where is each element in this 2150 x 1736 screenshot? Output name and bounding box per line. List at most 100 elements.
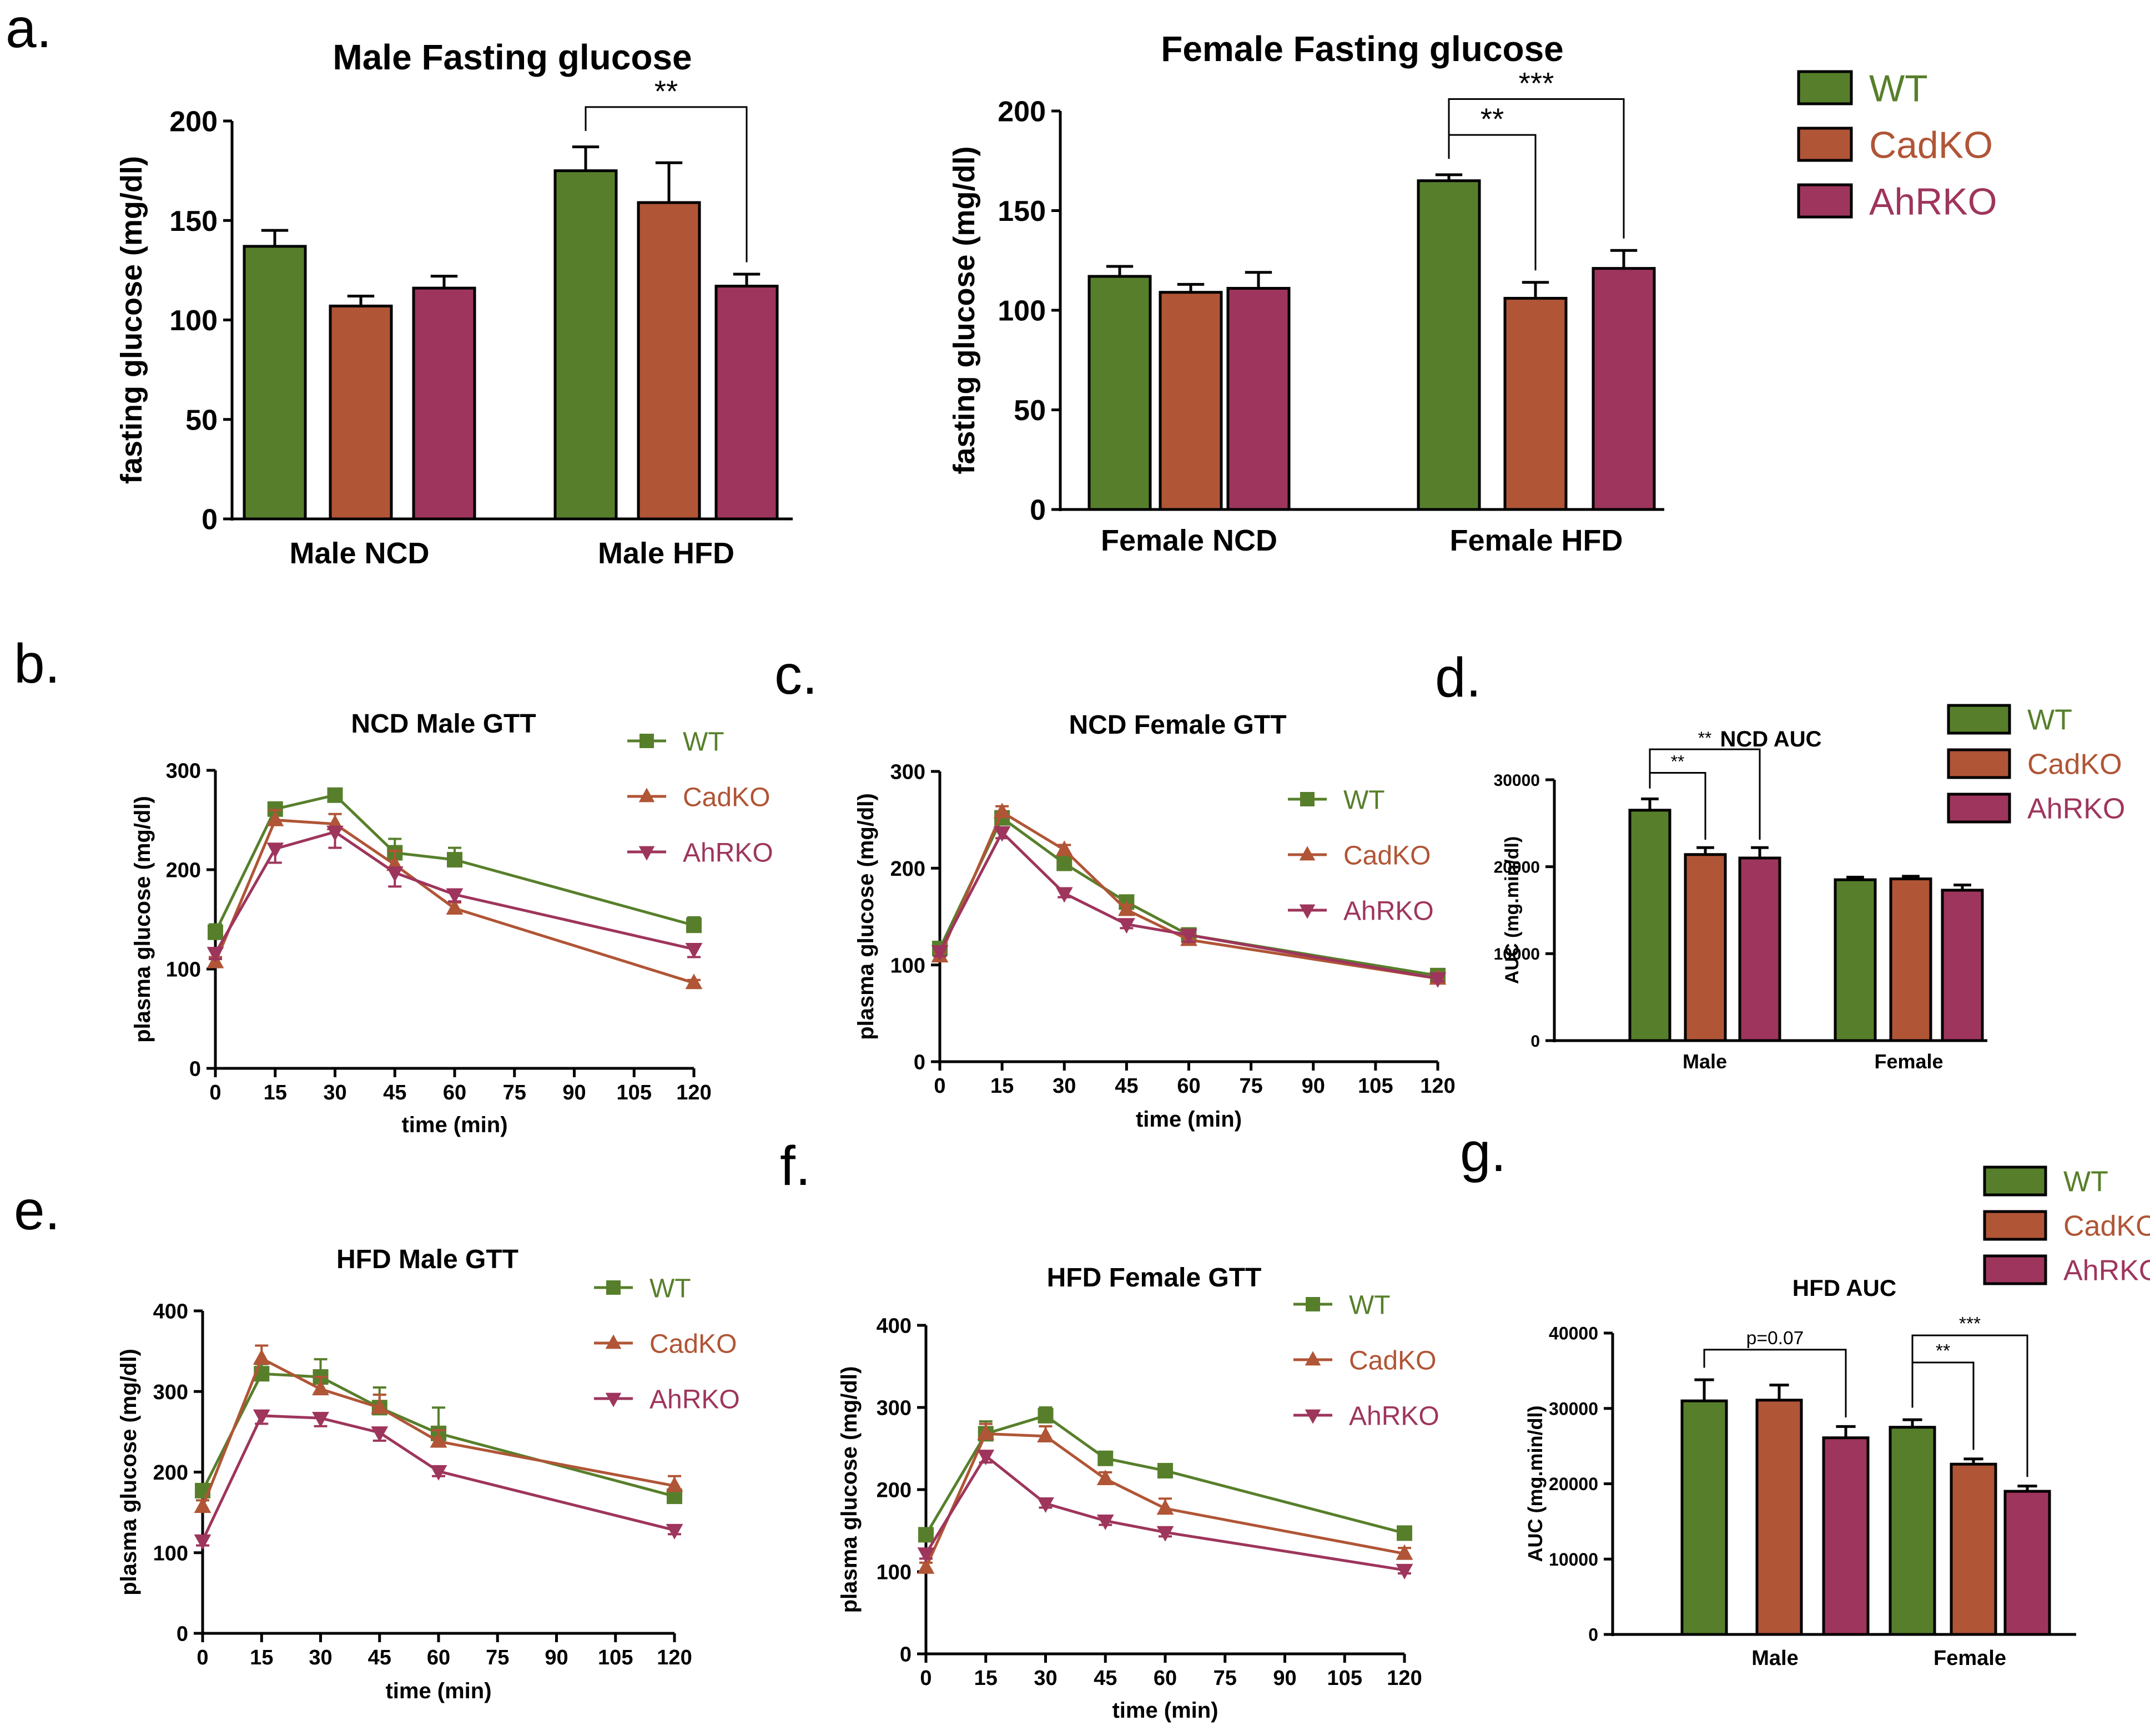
chart-male-fasting-glucose: Male Fasting glucose 0 50 100 150 200 fasting … bbox=[115, 37, 793, 570]
panel-letter-b: b. bbox=[14, 633, 60, 695]
data-point-ahrko bbox=[207, 947, 224, 963]
legend-label-ahrko: AhRKO bbox=[1349, 1401, 1439, 1431]
data-point-cadko bbox=[993, 803, 1011, 819]
group-label: Female HFD bbox=[1449, 524, 1623, 557]
y-tick-label: 10000 bbox=[1549, 1550, 1598, 1570]
data-point-ahrko bbox=[1156, 1526, 1174, 1542]
legend-swatch-wt bbox=[1797, 70, 1853, 105]
x-tick-label: 120 bbox=[1420, 1074, 1455, 1098]
significance-label: *** bbox=[1519, 66, 1554, 100]
y-tick-label: 150 bbox=[998, 195, 1046, 228]
data-point-wt bbox=[918, 1527, 934, 1543]
panel-letter-e: e. bbox=[14, 1179, 60, 1242]
y-axis-label: plasma glucose (mg/dl) bbox=[854, 793, 878, 1040]
group-label: Female bbox=[1934, 1647, 2006, 1670]
data-point-wt bbox=[327, 787, 343, 803]
significance-label: ** bbox=[1481, 102, 1504, 136]
y-tick-label: 100 bbox=[169, 305, 218, 337]
bar-cadko bbox=[1889, 877, 1932, 1042]
x-tick-label: 0 bbox=[920, 1667, 932, 1690]
data-point-cadko bbox=[1037, 1427, 1054, 1442]
data-point-cadko bbox=[371, 1398, 389, 1414]
y-tick-label: 400 bbox=[877, 1315, 912, 1338]
y-tick-label: 50 bbox=[185, 404, 218, 436]
x-tick-label: 45 bbox=[1115, 1074, 1138, 1098]
data-point-ahrko bbox=[977, 1450, 995, 1466]
data-point-cadko bbox=[253, 1349, 270, 1365]
bar-cadko bbox=[637, 201, 701, 521]
x-tick-label: 30 bbox=[309, 1646, 332, 1669]
legend-label-wt: WT bbox=[683, 727, 724, 756]
data-point-ahrko bbox=[931, 945, 949, 961]
x-tick-label: 90 bbox=[1302, 1074, 1325, 1098]
ahrko-triangle-icon bbox=[638, 846, 655, 861]
y-tick-label: 20000 bbox=[1549, 1474, 1598, 1494]
bar-wt bbox=[1889, 1426, 1936, 1636]
data-point-wt bbox=[447, 852, 462, 868]
legend-label-ahrko: AhRKO bbox=[2027, 793, 2125, 825]
data-point-wt bbox=[686, 917, 702, 933]
data-point-ahrko bbox=[266, 842, 284, 859]
legend-label-wt: WT bbox=[1343, 785, 1385, 815]
data-point-ahrko bbox=[371, 1426, 389, 1442]
bar-wt bbox=[553, 169, 618, 521]
chart-title: Male Fasting glucose bbox=[333, 37, 692, 77]
data-point-ahrko bbox=[993, 826, 1011, 842]
x-tick-label: 105 bbox=[617, 1081, 652, 1104]
y-axis-label: fasting glucose (mg/dl) bbox=[948, 146, 981, 474]
x-tick-label: 45 bbox=[383, 1081, 406, 1104]
data-point-cadko bbox=[1156, 1499, 1174, 1515]
data-point-ahrko bbox=[1396, 1563, 1413, 1579]
chart-title: HFD AUC bbox=[1792, 1275, 1896, 1301]
series-line-ahrko bbox=[201, 1414, 675, 1542]
bar-ahrko bbox=[1592, 267, 1656, 511]
x-tick-label: 105 bbox=[1327, 1667, 1362, 1690]
x-tick-label: 90 bbox=[545, 1646, 568, 1669]
y-tick-label: 300 bbox=[166, 760, 201, 783]
x-tick-label: 105 bbox=[598, 1646, 633, 1669]
x-tick-label: 30 bbox=[323, 1081, 346, 1104]
legend-label-ahrko: AhRKO bbox=[2063, 1255, 2150, 1287]
data-point-ahrko bbox=[1429, 972, 1447, 988]
bar-wt bbox=[1834, 878, 1877, 1042]
y-tick-label: 100 bbox=[998, 295, 1046, 327]
y-tick-label: 150 bbox=[169, 205, 218, 238]
y-tick-label: 200 bbox=[890, 857, 925, 881]
x-tick-label: 90 bbox=[562, 1081, 586, 1104]
legend-swatch-wt bbox=[1947, 704, 2011, 735]
significance-bracket bbox=[585, 106, 748, 263]
y-tick-label: 0 bbox=[1588, 1625, 1598, 1645]
bar-ahrko bbox=[1738, 856, 1781, 1042]
chart-title: NCD Male GTT bbox=[351, 709, 536, 739]
panel-letter-g: g. bbox=[1460, 1121, 1506, 1183]
series-line-cadko bbox=[924, 1432, 1405, 1568]
x-tick-label: 15 bbox=[264, 1081, 287, 1104]
y-tick-label: 30000 bbox=[1494, 771, 1540, 790]
chart-female-fasting-glucose: Female Fasting glucose 0 50 100 150 200 fastin… bbox=[948, 29, 1997, 557]
legend-label-cadko: CadKO bbox=[683, 783, 770, 812]
group-label: Male bbox=[1751, 1647, 1798, 1670]
y-tick-label: 0 bbox=[202, 504, 218, 536]
legend-label-cadko: CadKO bbox=[2063, 1210, 2150, 1243]
y-tick-label: 30000 bbox=[1549, 1399, 1598, 1419]
x-axis-label: time (min) bbox=[1136, 1107, 1242, 1132]
data-point-cadko bbox=[666, 1476, 683, 1492]
y-tick-label: 50 bbox=[1014, 395, 1046, 427]
significance-label: ** bbox=[1671, 751, 1685, 771]
x-tick-label: 90 bbox=[1273, 1667, 1296, 1690]
y-tick-label: 200 bbox=[877, 1479, 912, 1502]
series-line-wt bbox=[924, 1414, 1405, 1536]
chart-hfd-auc: HFD AUC 0 10000 20000 30000 40000 AUC (mg.min/… bbox=[1524, 1165, 2150, 1670]
x-axis-label: time (min) bbox=[385, 1679, 491, 1703]
legend-label-cadko: CadKO bbox=[1343, 841, 1431, 870]
x-tick-label: 0 bbox=[197, 1646, 208, 1669]
legend-label-wt: WT bbox=[2063, 1166, 2108, 1198]
chart-title: HFD Male GTT bbox=[336, 1245, 518, 1274]
series-line-cadko bbox=[938, 810, 1438, 980]
legend-label-ahrko: AhRKO bbox=[1343, 896, 1434, 926]
y-tick-label: 400 bbox=[153, 1300, 188, 1324]
x-tick-label: 15 bbox=[990, 1074, 1014, 1098]
chart-title: HFD Female GTT bbox=[1047, 1263, 1262, 1293]
x-axis-label: time (min) bbox=[401, 1113, 507, 1137]
wt-square-icon bbox=[1300, 792, 1315, 806]
